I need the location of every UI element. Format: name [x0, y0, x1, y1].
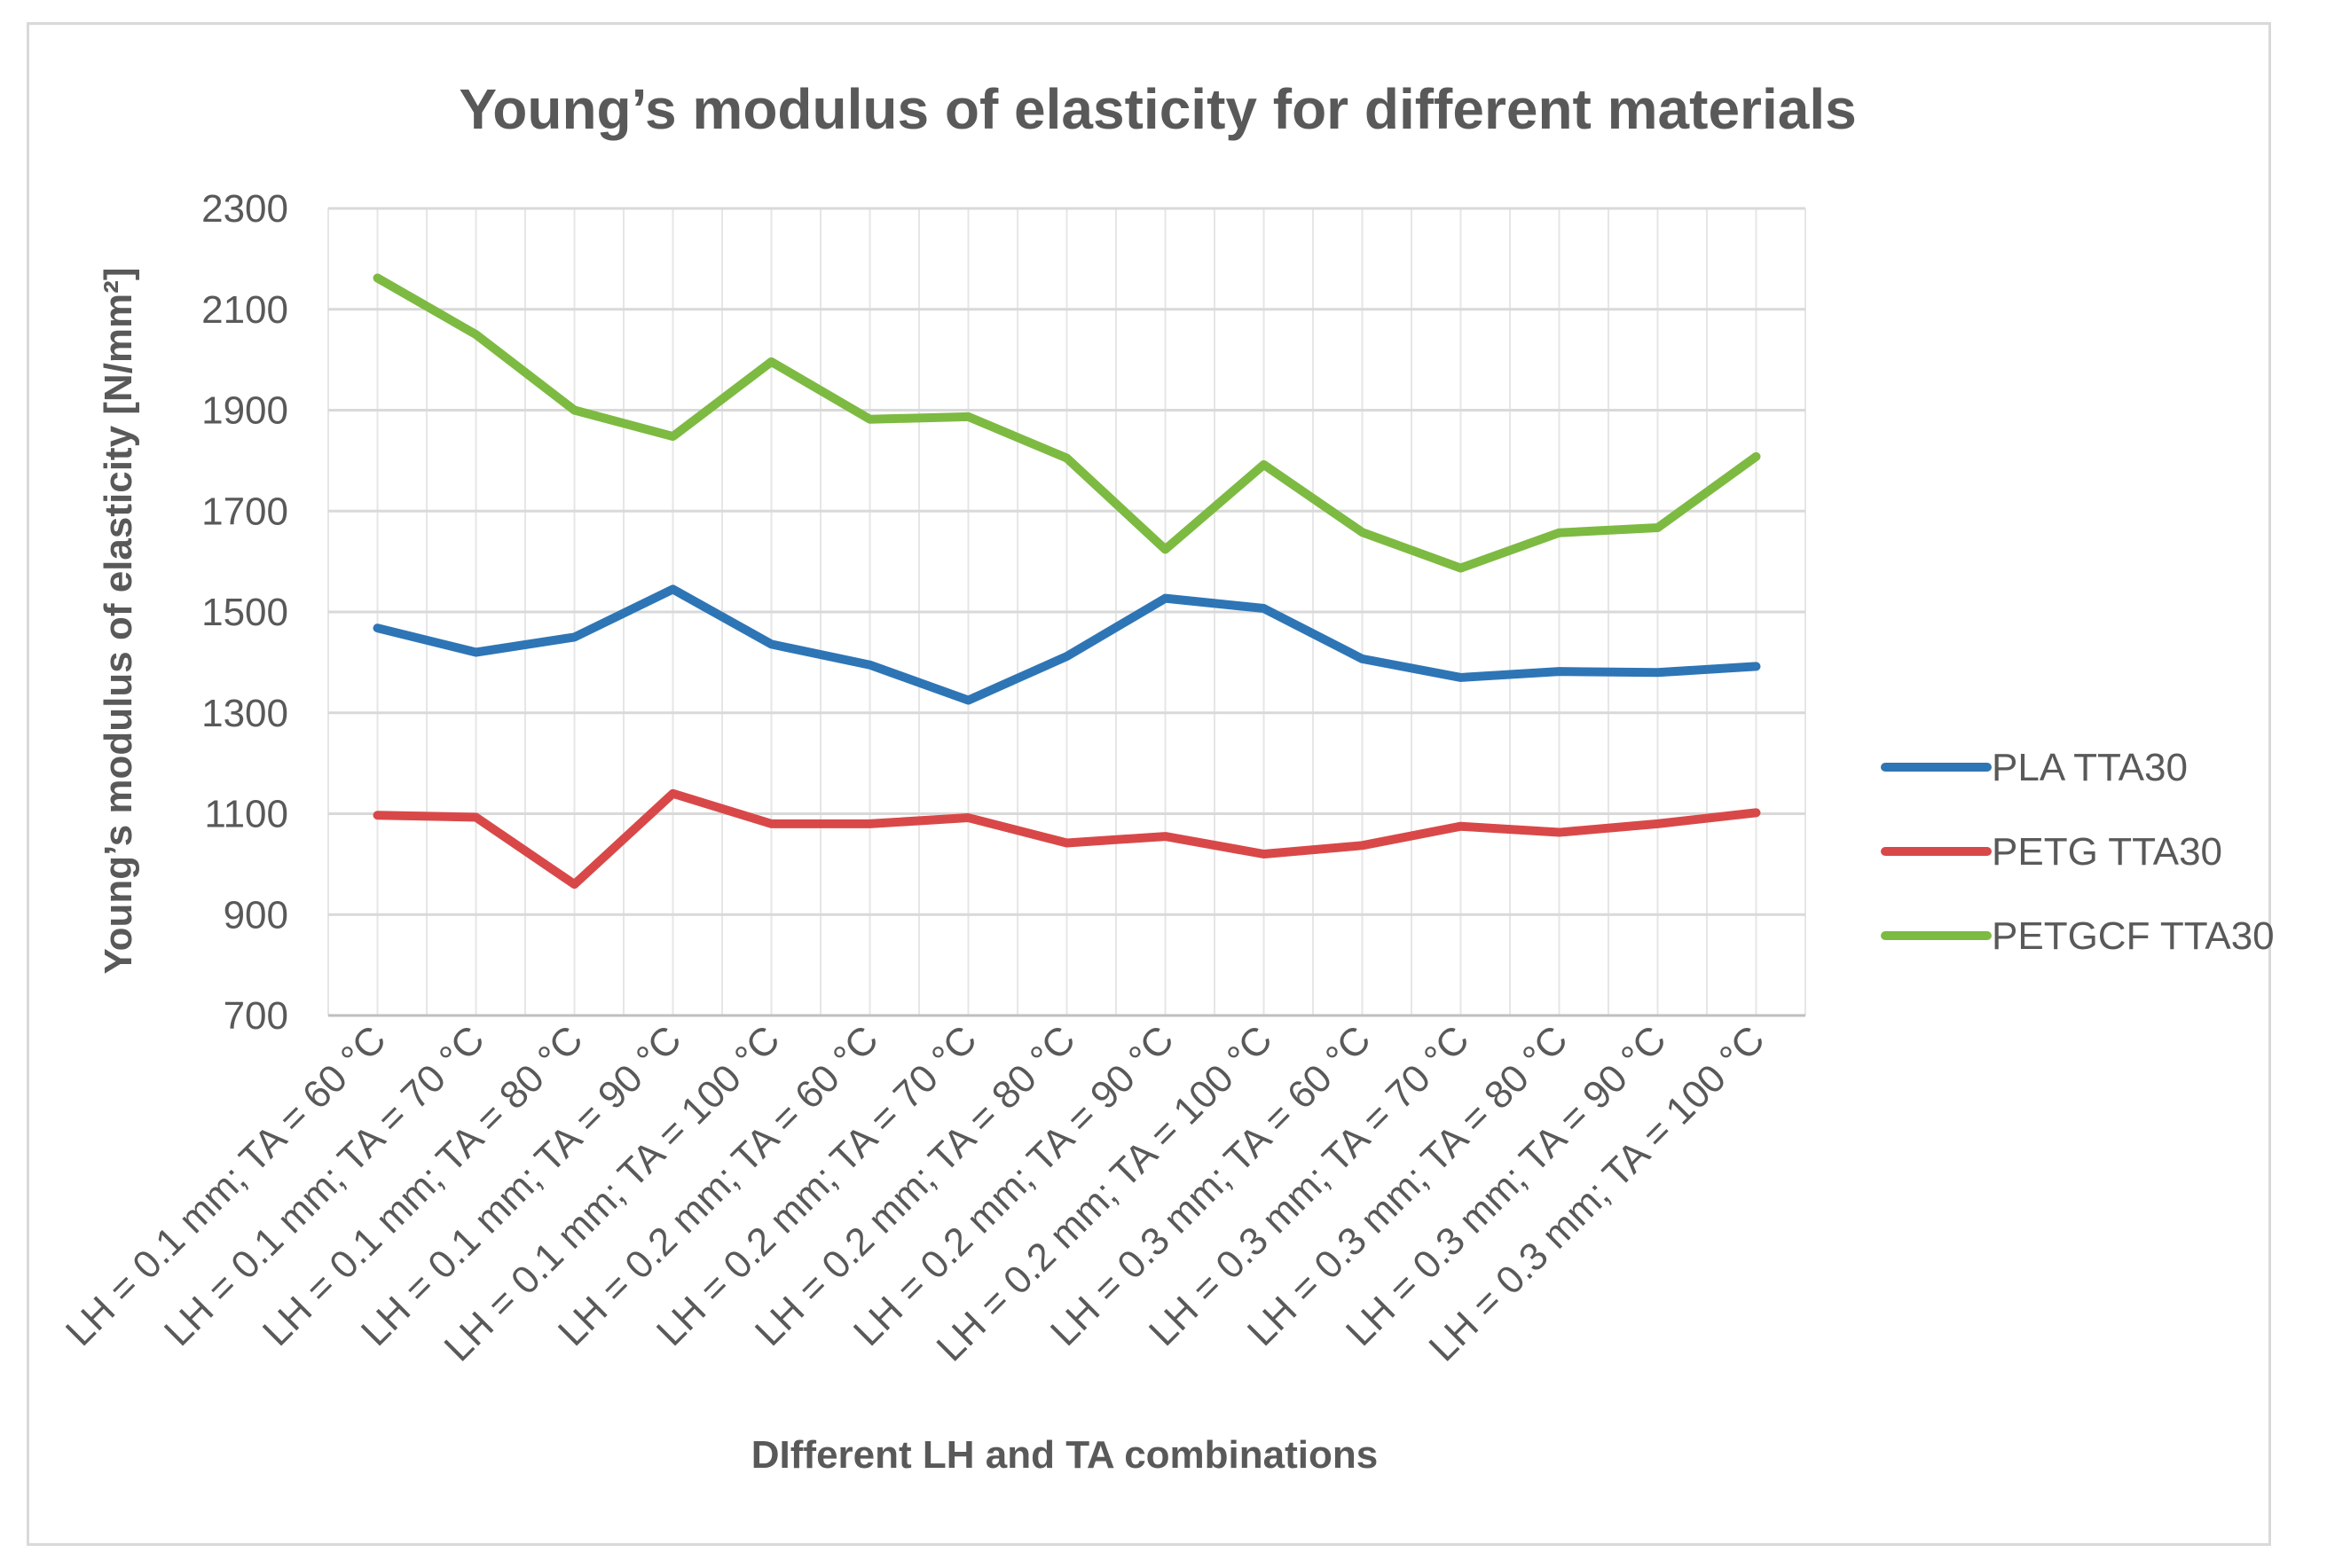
- y-tick-label: 1900: [201, 389, 288, 433]
- y-axis-ticks: 700 900 1100 1300 1500 1700 1900 2100 2300: [201, 187, 288, 1038]
- x-axis-ticks: LH = 0.1 mm; TA = 60 °CLH = 0.1 mm; TA =…: [58, 1017, 1773, 1369]
- y-tick-label: 2300: [201, 187, 288, 231]
- y-axis-title: Young’s modulus of elasticity [N/mm²]: [97, 268, 140, 975]
- y-tick-label: 900: [224, 893, 288, 937]
- chart-frame: [27, 22, 2271, 1546]
- legend-label: PETGCF TTA30: [1992, 914, 2275, 958]
- legend: PLA TTA30 PETG TTA30 PETGCF TTA30: [1881, 746, 2275, 958]
- series-line-pla-tta30: [373, 584, 1761, 705]
- legend-label: PLA TTA30: [1992, 746, 2188, 789]
- legend-label: PETG TTA30: [1992, 830, 2222, 874]
- series-lines: [373, 273, 1761, 890]
- y-tick-label: 1100: [204, 793, 288, 836]
- y-tick-label: 1500: [201, 591, 288, 634]
- y-tick-label: 2100: [201, 288, 288, 332]
- chart-title: Young’s modulus of elasticity for differ…: [459, 77, 1856, 141]
- series-line-petg-tta30: [373, 788, 1761, 890]
- series-line-petgcf-tta30: [373, 273, 1761, 573]
- grid: [327, 207, 1806, 1017]
- x-axis-title: DIfferent LH and TA combinations: [751, 1433, 1378, 1477]
- y-tick-label: 700: [224, 994, 288, 1038]
- y-tick-label: 1300: [201, 692, 288, 735]
- y-tick-label: 1700: [201, 490, 288, 533]
